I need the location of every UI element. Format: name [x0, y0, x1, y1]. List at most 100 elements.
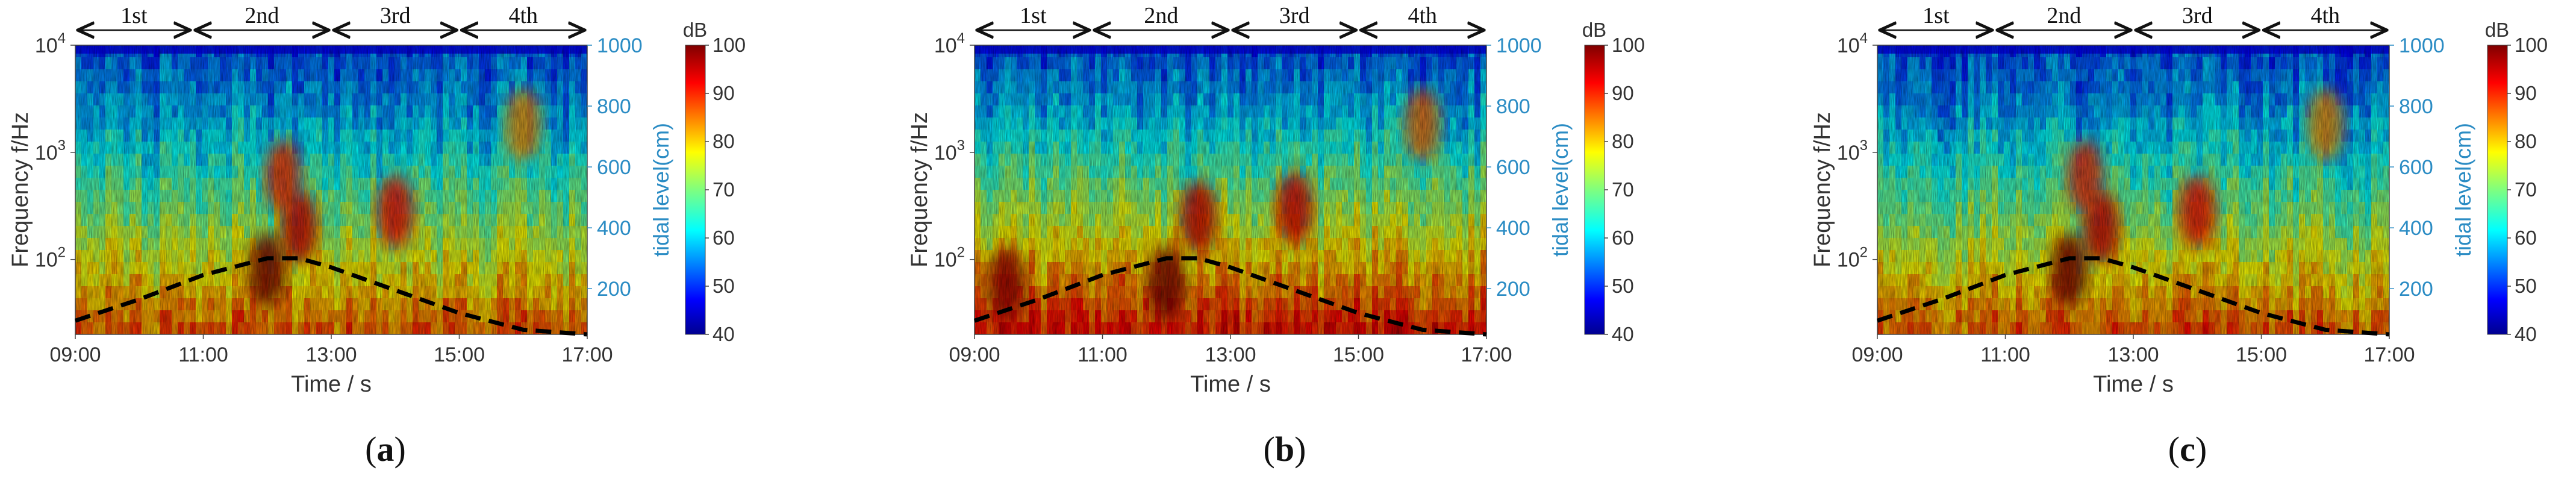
spectrogram-image	[1877, 45, 2389, 334]
segment-arrows: 1st 2nd 3rd 4th	[977, 3, 1484, 30]
x-tick-label: 13:00	[1205, 343, 1256, 366]
colorbar-tick-label: 100	[713, 34, 746, 56]
x-axis-label: Time / s	[291, 372, 372, 397]
spectrogram-image	[75, 45, 587, 334]
x-axis-label: Time / s	[2093, 372, 2174, 397]
panel-c: 09:00 11:00 13:00 15:00 17:00 Time / s 102 103 1…	[1810, 3, 2548, 469]
x-tick-label: 15:00	[2236, 343, 2287, 366]
colorbar-tick-label: 90	[713, 82, 735, 104]
y2-tick-label: 1000	[1496, 34, 1542, 57]
colorbar-tick-label: 100	[2515, 34, 2548, 56]
colorbar-tick-label: 50	[713, 275, 735, 297]
segment-label: 2nd	[2047, 3, 2081, 28]
y-tick-label: 102	[934, 245, 965, 272]
colorbar: 40 50 60 70 80 90 100 dB	[683, 19, 746, 345]
colorbar-tick-label: 80	[713, 130, 735, 152]
x-tick-label: 13:00	[2107, 343, 2159, 366]
y2-tick-label: 200	[1496, 278, 1530, 301]
colorbar-tick-label: 80	[1612, 130, 1634, 152]
x-tick-label: 13:00	[305, 343, 357, 366]
colorbar-tick-label: 70	[1612, 178, 1634, 201]
colorbar-tick-label: 60	[713, 227, 735, 249]
x-axis-label: Time / s	[1190, 372, 1271, 397]
y-tick-label: 103	[35, 137, 66, 164]
y2-tick-label: 400	[1496, 217, 1530, 240]
colorbar-tick-label: 80	[2515, 130, 2537, 152]
segment-arrows: 1st 2nd 3rd 4th	[78, 3, 585, 30]
colorbar-tick-label: 60	[2515, 227, 2537, 249]
segment-label: 4th	[1408, 3, 1437, 28]
colorbar-tick-label: 90	[1612, 82, 1634, 104]
x-tick-label: 17:00	[2363, 343, 2415, 366]
segment-label: 3rd	[2182, 3, 2213, 28]
colorbar-tick-label: 90	[2515, 82, 2537, 104]
y-axis-label: Frequency f/Hz	[8, 112, 33, 267]
colorbar-tick-label: 50	[2515, 275, 2537, 297]
colorbar-tick-label: 40	[1612, 323, 1634, 345]
colorbar-tick-label: 60	[1612, 227, 1634, 249]
colorbar-unit: dB	[2485, 19, 2509, 41]
x-tick-label: 17:00	[1461, 343, 1512, 366]
y2-axis-label: tidal level(cm)	[1548, 123, 1573, 257]
y2-tick-label: 800	[597, 95, 631, 118]
colorbar-unit: dB	[1582, 19, 1606, 41]
y2-tick-label: 600	[2399, 156, 2433, 179]
y-tick-label: 103	[1837, 137, 1868, 164]
y2-axis-label: tidal level(cm)	[649, 123, 673, 257]
y2-tick-label: 400	[2399, 217, 2433, 240]
tidal-level-line	[74, 256, 588, 337]
y-tick-label: 103	[934, 137, 965, 164]
x-tick-label: 11:00	[1980, 343, 2030, 366]
x-tick-label: 11:00	[1077, 343, 1127, 366]
segment-arrows: 1st 2nd 3rd 4th	[1880, 3, 2387, 30]
y2-axis-label: tidal level(cm)	[2451, 123, 2475, 257]
y2-tick-label: 800	[2399, 95, 2433, 118]
y-tick-label: 104	[934, 30, 965, 57]
colorbar-tick-label: 40	[713, 323, 735, 345]
y2-tick-label: 600	[597, 156, 631, 179]
y-tick-label: 104	[1837, 30, 1868, 57]
y2-tick-label: 1000	[597, 34, 643, 57]
y-tick-label: 102	[1837, 245, 1868, 272]
y2-tick-label: 400	[597, 217, 631, 240]
panel-caption: (b)	[1264, 430, 1306, 469]
panel-a: 09:00 11:00 13:00 15:00 17:00 Time / s 102 103 1…	[8, 3, 746, 469]
colorbar-tick-label: 40	[2515, 323, 2537, 345]
y2-tick-label: 200	[2399, 278, 2433, 301]
segment-label: 2nd	[1144, 3, 1178, 28]
colorbar-tick-label: 70	[2515, 178, 2537, 201]
tidal-level-line	[1876, 256, 2390, 337]
panel-caption: (a)	[365, 430, 406, 469]
y-tick-label: 102	[35, 245, 66, 272]
y-axis-label: Frequency f/Hz	[907, 112, 932, 267]
y2-tick-label: 800	[1496, 95, 1530, 118]
colorbar: 40 50 60 70 80 90 100 dB	[2485, 19, 2548, 345]
segment-label: 4th	[2310, 3, 2340, 28]
y2-tick-label: 200	[597, 278, 631, 301]
x-tick-label: 11:00	[178, 343, 228, 366]
x-tick-label: 09:00	[49, 343, 101, 366]
segment-label: 1st	[1020, 3, 1047, 28]
x-tick-label: 15:00	[434, 343, 485, 366]
colorbar-tick-label: 70	[713, 178, 735, 201]
colorbar-tick-label: 100	[1612, 34, 1645, 56]
spectrogram-image	[975, 45, 1486, 334]
y2-tick-label: 600	[1496, 156, 1530, 179]
x-tick-label: 15:00	[1333, 343, 1384, 366]
colorbar-unit: dB	[683, 19, 707, 41]
y-axis-label: Frequency f/Hz	[1810, 112, 1835, 267]
segment-label: 1st	[1923, 3, 1950, 28]
segment-label: 1st	[120, 3, 148, 28]
colorbar-tick-label: 50	[1612, 275, 1634, 297]
segment-label: 2nd	[245, 3, 279, 28]
tidal-level-line	[973, 256, 1487, 337]
x-tick-label: 09:00	[1851, 343, 1903, 366]
y2-tick-label: 1000	[2399, 34, 2445, 57]
x-tick-label: 09:00	[949, 343, 1000, 366]
x-tick-label: 17:00	[561, 343, 613, 366]
segment-label: 3rd	[1279, 3, 1310, 28]
segment-label: 4th	[508, 3, 538, 28]
panel-caption: (c)	[2168, 430, 2207, 469]
colorbar: 40 50 60 70 80 90 100 dB	[1582, 19, 1645, 345]
